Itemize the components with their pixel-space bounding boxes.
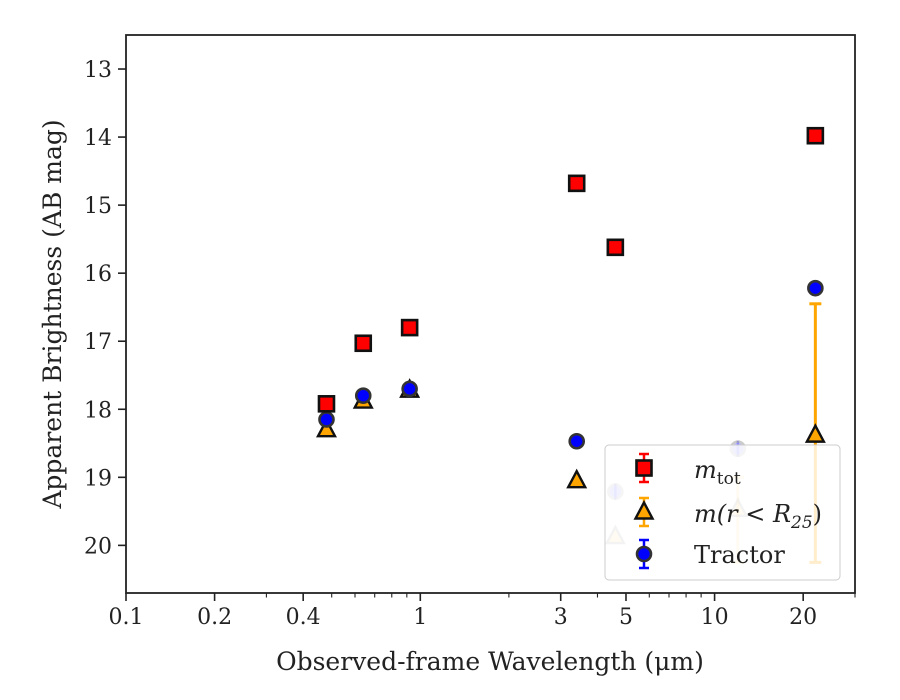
y-axis-label: Apparent Brightness (AB mag)	[38, 119, 67, 509]
point-m-tot	[317, 395, 336, 413]
x-tick-label: 1	[413, 605, 427, 630]
legend-marker-m-r25	[633, 499, 655, 520]
point-tractor	[318, 411, 335, 428]
x-axis-label: Observed-frame Wavelength (μm)	[276, 647, 704, 676]
y-axis-ticks: 13 14 15 16 17 18 19 20	[84, 58, 126, 559]
legend-label-mtot: mtot	[694, 456, 741, 489]
point-m-tot	[567, 174, 586, 193]
x-tick-label: 20	[789, 605, 817, 630]
x-tick-label: 0.4	[286, 605, 321, 630]
x-tick-label: 0.2	[197, 605, 232, 630]
y-tick-label: 17	[84, 330, 112, 355]
y-tick-label: 20	[84, 534, 112, 559]
legend: mtot m(r < R25) Tractor	[604, 444, 841, 581]
point-m-r25	[566, 468, 588, 489]
x-tick-label: 3	[554, 605, 568, 630]
legend-label-tractor: Tractor	[694, 541, 785, 569]
point-tractor	[807, 279, 824, 297]
y-tick-label: 14	[84, 126, 112, 151]
x-tick-label: 5	[619, 605, 633, 630]
legend-box	[604, 444, 841, 581]
legend-marker-tractor	[635, 545, 653, 563]
y-tick-label: 19	[84, 466, 112, 491]
point-m-r25	[315, 417, 337, 438]
point-m-tot	[400, 318, 419, 337]
x-tick-label: 0.1	[109, 605, 144, 630]
point-tractor	[568, 432, 586, 450]
point-m-r25	[804, 423, 826, 443]
x-tick-label: 10	[701, 605, 729, 630]
y-tick-label: 15	[84, 194, 112, 219]
y-tick-label: 16	[84, 262, 112, 287]
legend-label-m-r25: m(r < R25)	[694, 500, 822, 533]
legend-markers	[633, 452, 655, 570]
x-axis-ticks: 0.1 0.2 0.4 1 3 5 10 20	[109, 593, 856, 630]
point-tractor	[354, 387, 372, 404]
y-tick-label: 18	[84, 398, 112, 423]
point-m-tot	[806, 126, 825, 145]
legend-marker-m-tot	[635, 459, 653, 477]
point-m-tot	[354, 334, 373, 353]
point-tractor	[401, 380, 418, 398]
point-m-tot	[606, 238, 625, 257]
y-tick-label: 13	[84, 58, 112, 83]
